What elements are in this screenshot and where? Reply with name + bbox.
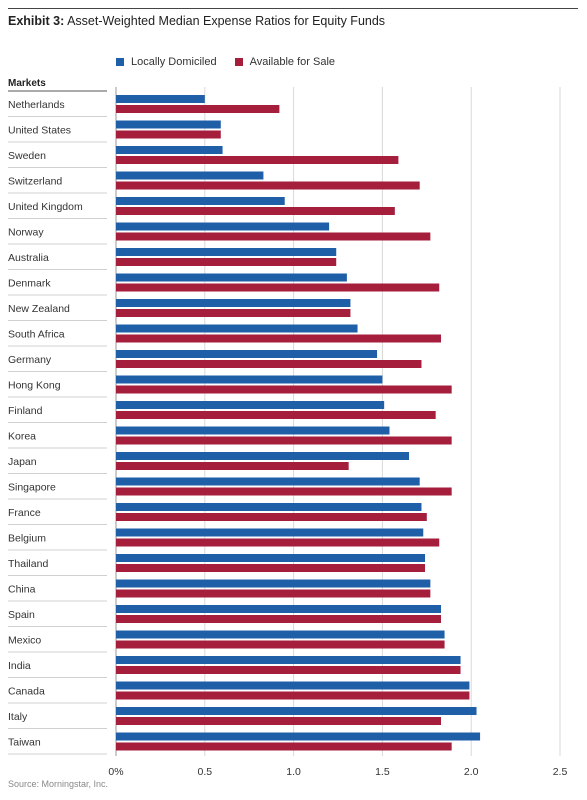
category-label-united-states: United States <box>8 124 71 136</box>
bar-locally-domiciled-china <box>116 579 431 588</box>
top-rule <box>8 8 578 9</box>
source-note: Source: Morningstar, Inc. <box>8 779 109 789</box>
category-label-italy: Italy <box>8 711 28 723</box>
category-label-france: France <box>8 507 41 519</box>
bar-available-for-sale-india <box>116 666 461 674</box>
bar-locally-domiciled-spain <box>116 605 442 613</box>
bar-available-for-sale-china <box>116 589 431 598</box>
legend: Locally Domiciled Available for Sale <box>116 54 353 70</box>
category-label-united-kingdom: United Kingdom <box>8 201 83 213</box>
bar-locally-domiciled-south-africa <box>116 324 358 333</box>
category-label-denmark: Denmark <box>8 277 51 289</box>
category-label-japan: Japan <box>8 456 37 468</box>
bar-locally-domiciled-new-zealand <box>116 299 351 307</box>
category-label-australia: Australia <box>8 252 49 264</box>
legend-swatch-locally-domiciled <box>116 58 124 66</box>
category-label-switzerland: Switzerland <box>8 175 62 187</box>
bar-locally-domiciled-thailand <box>116 554 426 562</box>
bar-available-for-sale-sweden <box>116 156 399 164</box>
bar-locally-domiciled-taiwan <box>116 732 481 741</box>
bar-locally-domiciled-finland <box>116 401 385 409</box>
category-label-netherlands: Netherlands <box>8 99 65 111</box>
bar-locally-domiciled-belgium <box>116 528 424 537</box>
bar-locally-domiciled-united-kingdom <box>116 197 285 205</box>
bar-locally-domiciled-hong-kong <box>116 375 383 384</box>
bar-locally-domiciled-singapore <box>116 477 420 486</box>
bar-locally-domiciled-mexico <box>116 630 445 639</box>
category-label-norway: Norway <box>8 226 44 238</box>
legend-label-available-for-sale: Available for Sale <box>249 56 335 68</box>
exhibit-label: Exhibit 3: <box>8 14 65 28</box>
x-tick-label-1-5: 1.5 <box>375 766 390 778</box>
bar-locally-domiciled-france <box>116 503 422 511</box>
bar-locally-domiciled-netherlands <box>116 95 205 103</box>
category-label-germany: Germany <box>8 354 52 366</box>
category-label-mexico: Mexico <box>8 634 41 646</box>
bar-available-for-sale-denmark <box>116 283 440 292</box>
category-label-spain: Spain <box>8 609 35 621</box>
bar-locally-domiciled-denmark <box>116 273 347 282</box>
bar-available-for-sale-spain <box>116 615 442 623</box>
category-label-finland: Finland <box>8 405 43 417</box>
bar-available-for-sale-taiwan <box>116 742 452 751</box>
legend-item-available-for-sale: Available for Sale <box>234 56 335 68</box>
category-label-hong-kong: Hong Kong <box>8 379 61 391</box>
bar-available-for-sale-italy <box>116 717 442 725</box>
bar-available-for-sale-belgium <box>116 538 440 547</box>
bar-locally-domiciled-norway <box>116 222 330 231</box>
legend-swatch-available-for-sale <box>234 58 243 66</box>
bar-locally-domiciled-germany <box>116 350 378 358</box>
bar-available-for-sale-united-kingdom <box>116 207 395 215</box>
x-tick-label-0: 0% <box>108 766 123 778</box>
category-label-korea: Korea <box>8 430 36 442</box>
category-label-singapore: Singapore <box>8 481 56 493</box>
markets-header: Markets <box>8 78 46 89</box>
bar-available-for-sale-norway <box>116 232 431 241</box>
category-label-sweden: Sweden <box>8 150 46 162</box>
bar-available-for-sale-mexico <box>116 640 445 649</box>
category-label-thailand: Thailand <box>8 558 48 570</box>
bar-available-for-sale-finland <box>116 411 436 419</box>
bar-available-for-sale-switzerland <box>116 181 420 190</box>
bar-available-for-sale-south-africa <box>116 334 442 343</box>
bar-locally-domiciled-canada <box>116 681 470 690</box>
x-tick-label-0-5: 0.5 <box>197 766 212 778</box>
bar-locally-domiciled-italy <box>116 707 477 715</box>
chart-title-text: Asset-Weighted Median Expense Ratios for… <box>67 14 386 28</box>
bar-available-for-sale-new-zealand <box>116 309 351 317</box>
category-label-belgium: Belgium <box>8 532 46 544</box>
category-label-china: China <box>8 583 36 595</box>
bar-locally-domiciled-switzerland <box>116 171 264 180</box>
category-label-taiwan: Taiwan <box>8 736 41 748</box>
bar-locally-domiciled-japan <box>116 452 410 460</box>
bar-locally-domiciled-sweden <box>116 146 223 154</box>
bar-available-for-sale-hong-kong <box>116 385 452 394</box>
bar-available-for-sale-korea <box>116 436 452 445</box>
bar-locally-domiciled-korea <box>116 426 390 435</box>
category-label-india: India <box>8 660 31 672</box>
x-tick-label-2-5: 2.5 <box>553 766 568 778</box>
legend-label-locally-domiciled: Locally Domiciled <box>131 56 217 68</box>
bar-available-for-sale-singapore <box>116 487 452 496</box>
legend-item-locally-domiciled: Locally Domiciled <box>116 56 217 68</box>
bar-available-for-sale-australia <box>116 258 337 266</box>
bar-available-for-sale-france <box>116 513 427 521</box>
bar-locally-domiciled-australia <box>116 248 337 256</box>
chart-title: Exhibit 3: Asset-Weighted Median Expense… <box>8 13 578 29</box>
bar-available-for-sale-japan <box>116 462 349 470</box>
category-label-new-zealand: New Zealand <box>8 303 70 315</box>
bar-locally-domiciled-united-states <box>116 120 221 129</box>
bar-available-for-sale-thailand <box>116 564 426 572</box>
x-tick-label-2-0: 2.0 <box>464 766 479 778</box>
bar-locally-domiciled-india <box>116 656 461 664</box>
category-label-canada: Canada <box>8 685 45 697</box>
bar-available-for-sale-netherlands <box>116 105 280 113</box>
bar-available-for-sale-canada <box>116 691 470 700</box>
bar-available-for-sale-united-states <box>116 130 221 139</box>
category-label-south-africa: South Africa <box>8 328 65 340</box>
x-tick-label-1-0: 1.0 <box>286 766 301 778</box>
bar-available-for-sale-germany <box>116 360 422 368</box>
